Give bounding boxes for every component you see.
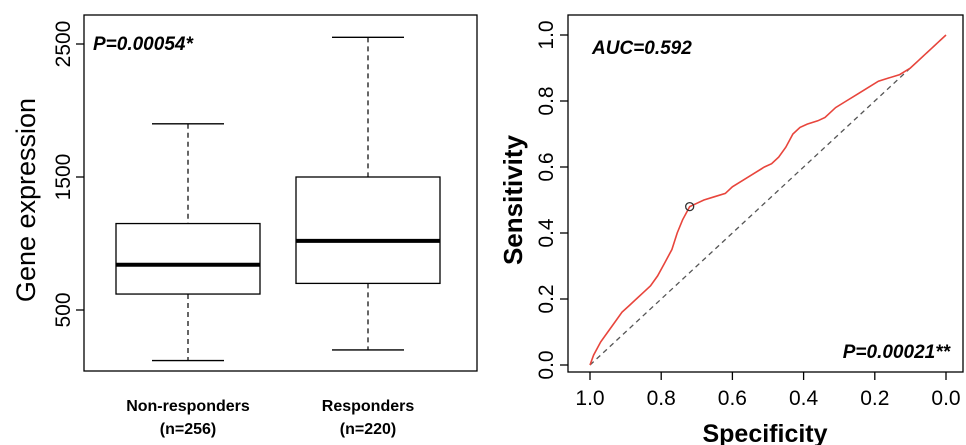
boxplot-category-labels: Non-responders (n=256) Responders (n=220) (126, 398, 414, 438)
category-count-label: (n=256) (160, 421, 216, 438)
boxplot-y-tick-label: 500 (52, 292, 75, 327)
category-label: Responders (322, 398, 415, 415)
category-label: Non-responders (126, 398, 250, 415)
roc-ylabel: Sensitivity (498, 134, 528, 265)
roc-x-tick-label: 0.2 (860, 387, 889, 410)
roc-xlabel: Specificity (702, 420, 827, 445)
roc-y-tick-label: 1.0 (535, 20, 558, 49)
iqr-box (115, 222, 261, 295)
boxplot-y-tick-label: 1500 (52, 154, 75, 201)
boxplot-annotation: P=0.00054* (93, 34, 194, 55)
roc-diagonal (589, 34, 947, 366)
roc-axes: 1.0 0.8 0.6 0.4 0.2 0.0 0.0 0.2 0.4 0.6 0.8 1.0 (535, 20, 961, 410)
roc-threshold-marker (685, 201, 695, 212)
boxplot-y-axis: 500 1500 2500 (52, 21, 84, 328)
roc-panel: Sensitivity Specificity AUC=0.592 P=0.00… (498, 14, 964, 445)
roc-x-tick-label: 0.6 (718, 387, 747, 410)
roc-x-tick-label: 0.8 (647, 387, 676, 410)
roc-y-tick-label: 0.0 (535, 350, 558, 379)
boxplot-ylabel: Gene expression (11, 98, 41, 302)
iqr-box (295, 176, 441, 285)
boxplot-frame (83, 14, 478, 372)
roc-marks (589, 34, 947, 366)
roc-y-tick-label: 0.6 (535, 152, 558, 181)
roc-x-tick-label: 1.0 (575, 387, 604, 410)
roc-y-tick-label: 0.2 (535, 284, 558, 313)
roc-x-tick-label: 0.0 (931, 387, 960, 410)
boxplot-panel: Gene expression P=0.00054* 500 1500 2500 N… (11, 14, 478, 438)
roc-p-annotation: P=0.00021** (843, 342, 952, 363)
roc-auc-annotation: AUC=0.592 (591, 38, 692, 59)
category-count-label: (n=220) (340, 421, 396, 438)
boxplot-y-tick-label: 2500 (52, 21, 75, 68)
boxplot-boxes (115, 36, 441, 362)
boxplot-box-responders (295, 36, 441, 351)
roc-x-tick-label: 0.4 (789, 387, 819, 410)
roc-curve (589, 34, 947, 366)
boxplot-box-non-responders (115, 123, 261, 362)
roc-y-tick-label: 0.8 (535, 86, 558, 115)
roc-frame (567, 14, 964, 373)
roc-y-tick-label: 0.4 (535, 218, 558, 248)
